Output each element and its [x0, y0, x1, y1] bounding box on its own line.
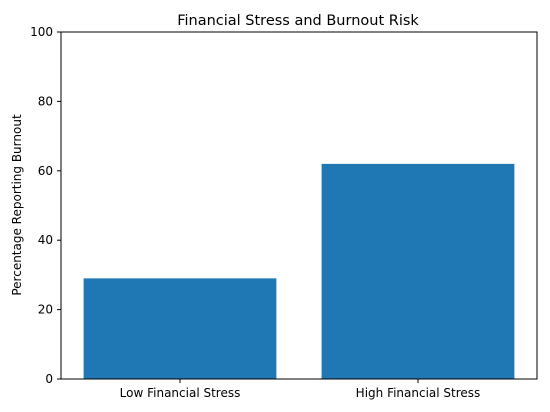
chart-title: Financial Stress and Burnout Risk [177, 13, 419, 29]
y-tick-label: 60 [38, 164, 53, 178]
x-axis-ticks: Low Financial Stress High Financial Stres… [120, 379, 481, 400]
y-tick-label: 0 [45, 372, 53, 386]
x-tick-label: Low Financial Stress [120, 386, 241, 400]
y-tick-label: 80 [38, 94, 53, 108]
bar-low-financial-stress [83, 278, 277, 379]
y-tick-label: 100 [30, 25, 53, 39]
y-tick-label: 20 [38, 303, 53, 317]
plot-frame [60, 31, 538, 380]
plot-area: 0 20 40 60 80 100 Low Financial Stress High Fi… [30, 25, 538, 400]
bar-high-financial-stress [321, 163, 515, 379]
y-axis-label: Percentage Reporting Burnout [10, 114, 24, 296]
y-axis-ticks: 0 20 40 60 80 100 [30, 25, 61, 386]
x-tick-label: High Financial Stress [356, 386, 481, 400]
bars [83, 163, 515, 379]
y-tick-label: 40 [38, 233, 53, 247]
